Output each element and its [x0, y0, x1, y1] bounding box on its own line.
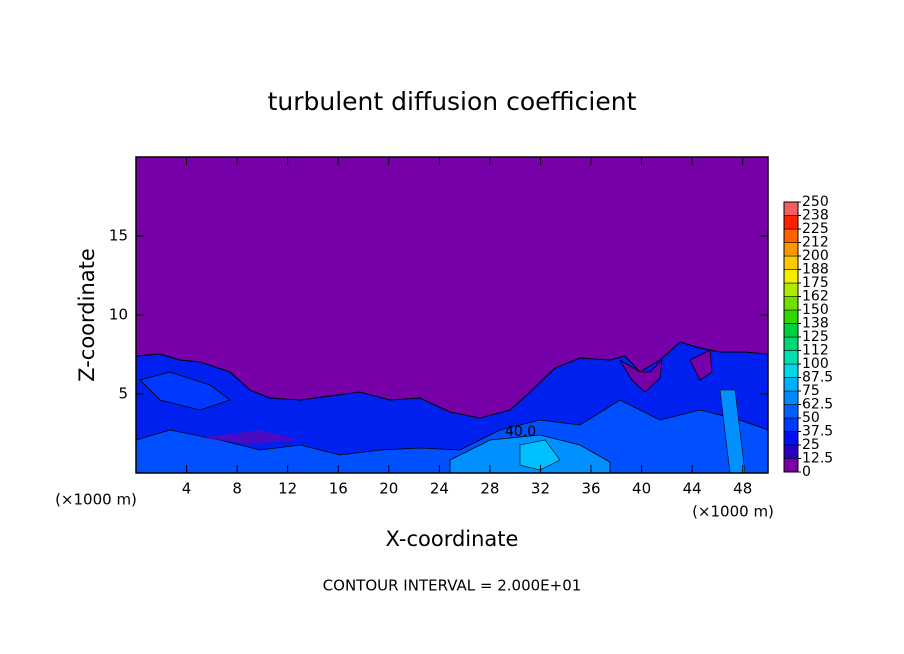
colorbar-band	[783, 444, 799, 459]
x-tick-label: 24	[430, 480, 449, 498]
x-tick-label: 8	[232, 480, 242, 498]
y-tick-label: 10	[109, 306, 128, 324]
x-tick-label: 32	[531, 480, 550, 498]
colorbar-label: 112	[802, 343, 829, 359]
colorbar-band	[783, 296, 799, 311]
colorbar-label: 238	[802, 208, 829, 224]
x-tick-label: 48	[733, 480, 752, 498]
colorbar-label: 225	[802, 221, 829, 237]
colorbar-band	[783, 323, 799, 338]
footer-note: CONTOUR INTERVAL = 2.000E+01	[323, 577, 582, 595]
colorbar-band	[783, 458, 799, 473]
colorbar-label: 25	[802, 437, 820, 453]
colorbar-label: 125	[802, 329, 829, 345]
colorbar-band	[783, 242, 799, 257]
contour-label: 40.0	[505, 424, 536, 440]
colorbar-label: 150	[802, 302, 829, 318]
colorbar-label: 75	[802, 383, 820, 399]
x-unit-label: (×1000 m)	[692, 503, 774, 521]
y-axis-label: Z-coordinate	[75, 248, 99, 382]
colorbar-label: 100	[802, 356, 829, 372]
field: 40.0	[135, 157, 769, 474]
colorbar-band	[783, 377, 799, 392]
colorbar-band	[783, 390, 799, 405]
x-tick-label: 12	[278, 480, 297, 498]
colorbar-frame	[783, 201, 799, 473]
x-tick-label: 20	[379, 480, 398, 498]
colorbar-band	[783, 363, 799, 378]
colorbar-label: 12.5	[802, 451, 833, 467]
x-tick-label: 16	[329, 480, 348, 498]
y-tick-label: 5	[118, 385, 128, 403]
colorbar-band	[783, 215, 799, 230]
colorbar-band	[783, 336, 799, 351]
chart-title: turbulent diffusion coefficient	[268, 87, 637, 116]
colorbar-band	[783, 269, 799, 284]
x-tick-label: 44	[683, 480, 702, 498]
x-tick-label: 28	[480, 480, 499, 498]
colorbar-label: 0	[802, 464, 811, 480]
x-unit-label: (×1000 m)	[55, 491, 137, 509]
x-axis-label: X-coordinate	[386, 527, 519, 551]
colorbar-band	[783, 201, 799, 216]
colorbar-label: 200	[802, 248, 829, 264]
x-tick-label: 40	[632, 480, 651, 498]
colorbar-label: 87.5	[802, 370, 833, 386]
colorbar-band	[783, 431, 799, 446]
colorbar-band	[783, 350, 799, 365]
colorbar-label: 212	[802, 235, 829, 251]
colorbar-label: 175	[802, 275, 829, 291]
colorbar-band	[783, 282, 799, 297]
colorbar-label: 62.5	[802, 397, 833, 413]
colorbar-band	[783, 309, 799, 324]
x-tick-label: 36	[581, 480, 600, 498]
colorbar-label: 162	[802, 289, 829, 305]
colorbar-band	[783, 404, 799, 419]
colorbar-label: 250	[802, 194, 829, 210]
colorbar-band	[783, 417, 799, 432]
y-tick-label: 15	[109, 227, 128, 245]
colorbar-label: 50	[802, 410, 820, 426]
colorbar-band	[783, 228, 799, 243]
x-tick-label: 4	[182, 480, 192, 498]
colorbar-label: 37.5	[802, 424, 833, 440]
colorbar-label: 138	[802, 316, 829, 332]
colorbar-label: 188	[802, 262, 829, 278]
colorbar-band	[783, 255, 799, 270]
